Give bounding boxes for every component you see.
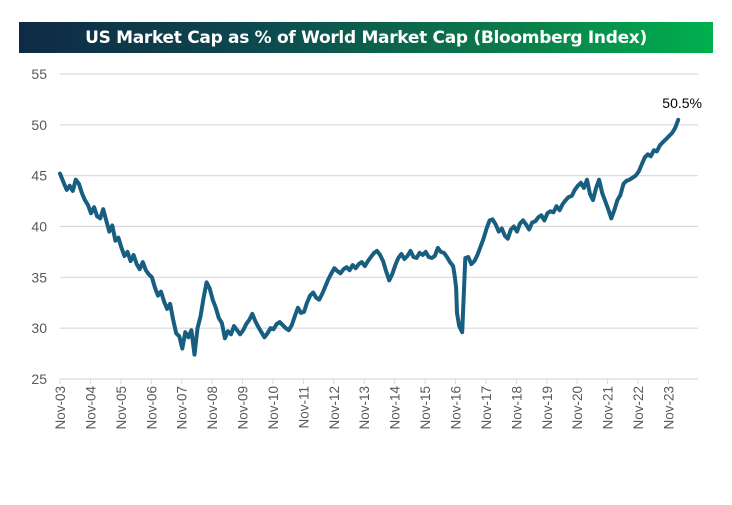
y-tick-label: 30 <box>31 320 47 336</box>
x-tick-label: Nov-19 <box>540 386 555 430</box>
x-tick-label: Nov-09 <box>236 386 251 430</box>
x-tick-label: Nov-03 <box>53 386 68 430</box>
x-tick-label: Nov-18 <box>509 386 524 430</box>
last-value-label: 50.5% <box>662 95 702 111</box>
x-tick-label: Nov-20 <box>570 386 585 430</box>
x-tick-label: Nov-22 <box>631 386 646 430</box>
x-tick-label: Nov-10 <box>266 386 281 430</box>
series-line <box>58 117 681 357</box>
x-tick-label: Nov-11 <box>296 386 311 429</box>
gridlines <box>60 73 698 329</box>
x-tick-label: Nov-08 <box>205 386 220 430</box>
x-tick-label: Nov-13 <box>357 386 372 430</box>
x-tick-label: Nov-05 <box>114 386 129 430</box>
x-tick-label: Nov-23 <box>661 386 676 430</box>
y-tick-label: 55 <box>31 66 47 82</box>
x-tick-label: Nov-14 <box>388 386 403 430</box>
y-tick-label: 25 <box>31 371 47 387</box>
chart-title: US Market Cap as % of World Market Cap (… <box>19 22 713 53</box>
x-axis: Nov-03 Nov-04 Nov-05 Nov-06 Nov-07 Nov-08 Nov-… <box>53 378 698 430</box>
y-tick-label: 45 <box>31 168 47 184</box>
y-tick-label: 40 <box>31 219 47 235</box>
x-tick-label: Nov-07 <box>175 386 190 430</box>
x-tick-label: Nov-21 <box>601 386 616 430</box>
x-tick-label: Nov-12 <box>327 386 342 430</box>
y-tick-label: 35 <box>31 269 47 285</box>
x-tick-label: Nov-16 <box>449 386 464 430</box>
x-tick-label: Nov-06 <box>144 386 159 430</box>
x-tick-label: Nov-15 <box>418 386 433 430</box>
y-axis: 25 30 35 40 45 50 55 <box>31 66 47 387</box>
series-layer <box>58 0 699 357</box>
x-tick-label: Nov-04 <box>83 386 98 430</box>
x-tick-label: Nov-17 <box>479 386 494 430</box>
y-tick-label: 50 <box>31 117 47 133</box>
annotations: 50.5% <box>662 95 702 111</box>
